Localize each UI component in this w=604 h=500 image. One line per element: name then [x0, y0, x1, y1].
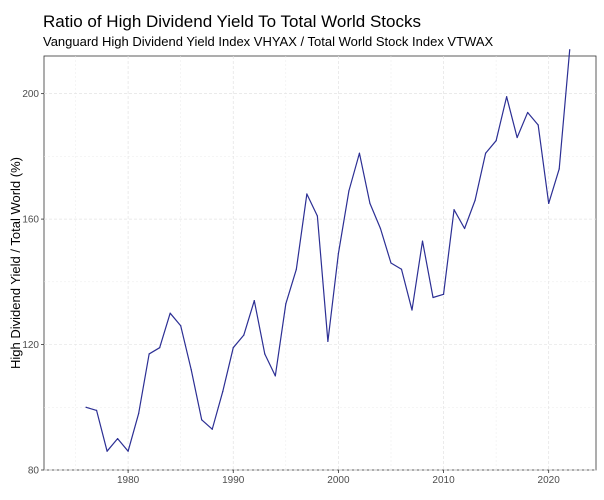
data-point [432, 296, 434, 299]
y-tick-label: 120 [22, 340, 39, 351]
data-point [316, 215, 318, 217]
data-point [463, 227, 466, 230]
data-point [421, 240, 424, 242]
x-axis: 1980 1990 2000 2010 2020 [117, 470, 560, 486]
data-point [474, 199, 476, 201]
x-tick-label: 1990 [222, 475, 245, 486]
data-point [222, 390, 224, 393]
data-point [369, 202, 371, 205]
minor-gridlines [44, 56, 596, 470]
data-point [169, 312, 171, 314]
data-point [348, 190, 350, 192]
data-point [400, 268, 403, 270]
data-point [243, 334, 245, 336]
data-point [390, 262, 392, 264]
y-axis-label: High Dividend Yield / Total World (%) [8, 157, 23, 369]
data-point [232, 347, 234, 349]
data-point [506, 96, 508, 98]
data-point [558, 168, 560, 170]
data-point [85, 406, 87, 408]
series-layer [85, 49, 571, 452]
data-point [264, 353, 266, 355]
data-point [180, 325, 182, 327]
data-point [285, 303, 287, 305]
plot-panel [43, 55, 597, 471]
data-point [453, 209, 455, 211]
data-point [211, 428, 213, 430]
data-point [485, 152, 487, 154]
data-point [442, 293, 445, 295]
data-point [106, 450, 108, 452]
data-point [148, 353, 150, 355]
data-point [337, 252, 339, 255]
x-tick-label: 2020 [538, 475, 561, 486]
x-tick-label: 2000 [327, 475, 350, 486]
chart-title: Ratio of High Dividend Yield To Total Wo… [43, 12, 421, 31]
data-point [327, 340, 329, 343]
data-point [411, 309, 413, 311]
data-point [274, 375, 276, 377]
data-point [127, 450, 129, 452]
data-point [253, 300, 255, 302]
data-point [358, 152, 361, 154]
y-tick-label: 160 [22, 215, 39, 226]
data-point [379, 227, 382, 230]
y-axis: 80 120 160 200 [22, 89, 44, 477]
data-point [95, 409, 98, 412]
major-gridlines [44, 56, 596, 471]
data-point [190, 369, 192, 371]
x-tick-label: 1980 [117, 475, 140, 486]
data-point [516, 136, 518, 139]
data-point [138, 412, 140, 415]
data-point [201, 419, 203, 421]
data-point [306, 193, 308, 195]
y-tick-label: 200 [22, 89, 39, 100]
chart-subtitle: Vanguard High Dividend Yield Index VHYAX… [43, 34, 494, 49]
data-point [537, 124, 539, 126]
data-point [548, 202, 550, 205]
y-tick-label: 80 [28, 466, 40, 477]
data-point [495, 140, 497, 142]
data-point [527, 111, 529, 114]
data-point [569, 49, 571, 51]
x-tick-label: 2010 [432, 475, 455, 486]
data-point [295, 268, 297, 270]
data-point [159, 347, 161, 349]
data-point [117, 438, 119, 440]
